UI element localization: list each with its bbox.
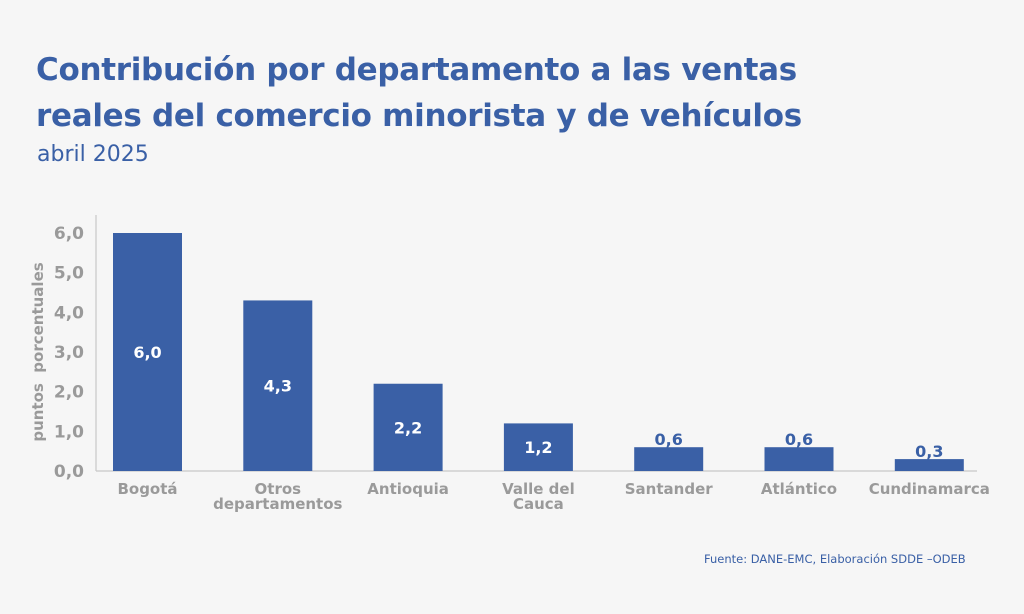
- data-label: 0,6: [655, 430, 683, 449]
- category-label: Otros departamentos: [213, 480, 342, 513]
- y-tick-label: 4,0: [54, 303, 84, 323]
- category-label: Antioquia: [367, 480, 449, 498]
- data-label: 0,3: [915, 442, 943, 461]
- bar: [894, 459, 964, 471]
- y-tick-label: 5,0: [54, 264, 84, 284]
- chart-title-line-2: reales del comercio minorista y de vehíc…: [36, 98, 802, 134]
- category-label-line: Bogotá: [117, 480, 177, 498]
- y-tick-label: 3,0: [54, 343, 84, 363]
- category-labels: Bogotá Otros departamentos Antioquia Valle d…: [117, 480, 989, 513]
- bar: [243, 300, 313, 471]
- y-tick-label: 0,0: [54, 462, 84, 482]
- category-label-line: Cundinamarca: [869, 480, 990, 498]
- data-label: 0,6: [785, 430, 813, 449]
- bar: [634, 447, 704, 471]
- bar: [113, 233, 182, 471]
- y-axis: 0,0 1,0 2,0 3,0 4,0 5,0 6,0 puntos porcentuales: [29, 215, 97, 482]
- chart-title-line-1: Contribución por departamento a las vent…: [36, 52, 797, 88]
- category-label-line: departamentos: [213, 495, 342, 513]
- category-label: Valle del Cauca: [502, 480, 575, 513]
- data-label: 4,3: [264, 377, 292, 396]
- category-label: Cundinamarca: [869, 480, 990, 498]
- chart-title: Contribución por departamento a las vent…: [36, 47, 996, 139]
- bar: [764, 447, 834, 471]
- category-label-line: Valle del: [502, 480, 575, 498]
- bars: [113, 233, 964, 471]
- bar: [503, 423, 573, 471]
- y-axis-label: puntos porcentuales: [29, 262, 47, 441]
- category-label: Santander: [625, 480, 713, 498]
- category-label-line: Otros: [255, 480, 302, 498]
- y-tick-label: 1,0: [54, 422, 84, 442]
- category-label-line: Santander: [625, 480, 713, 498]
- data-labels: 6,0 4,3 2,2 1,2 0,6 0,6 0,3: [133, 343, 943, 461]
- category-label-line: Cauca: [513, 495, 564, 513]
- data-label: 1,2: [524, 438, 552, 457]
- source-note: Fuente: DANE-EMC, Elaboración SDDE –ODEB: [704, 552, 966, 566]
- category-label: Atlántico: [761, 480, 837, 498]
- data-label: 2,2: [394, 418, 422, 437]
- y-tick-label: 6,0: [54, 224, 84, 244]
- y-tick-label: 2,0: [54, 383, 84, 403]
- category-label: Bogotá: [117, 480, 177, 498]
- chart-subtitle: abril 2025: [37, 142, 149, 167]
- data-label: 6,0: [133, 343, 161, 362]
- bar: [373, 383, 443, 471]
- category-label-line: Antioquia: [367, 480, 449, 498]
- category-label-line: Atlántico: [761, 480, 837, 498]
